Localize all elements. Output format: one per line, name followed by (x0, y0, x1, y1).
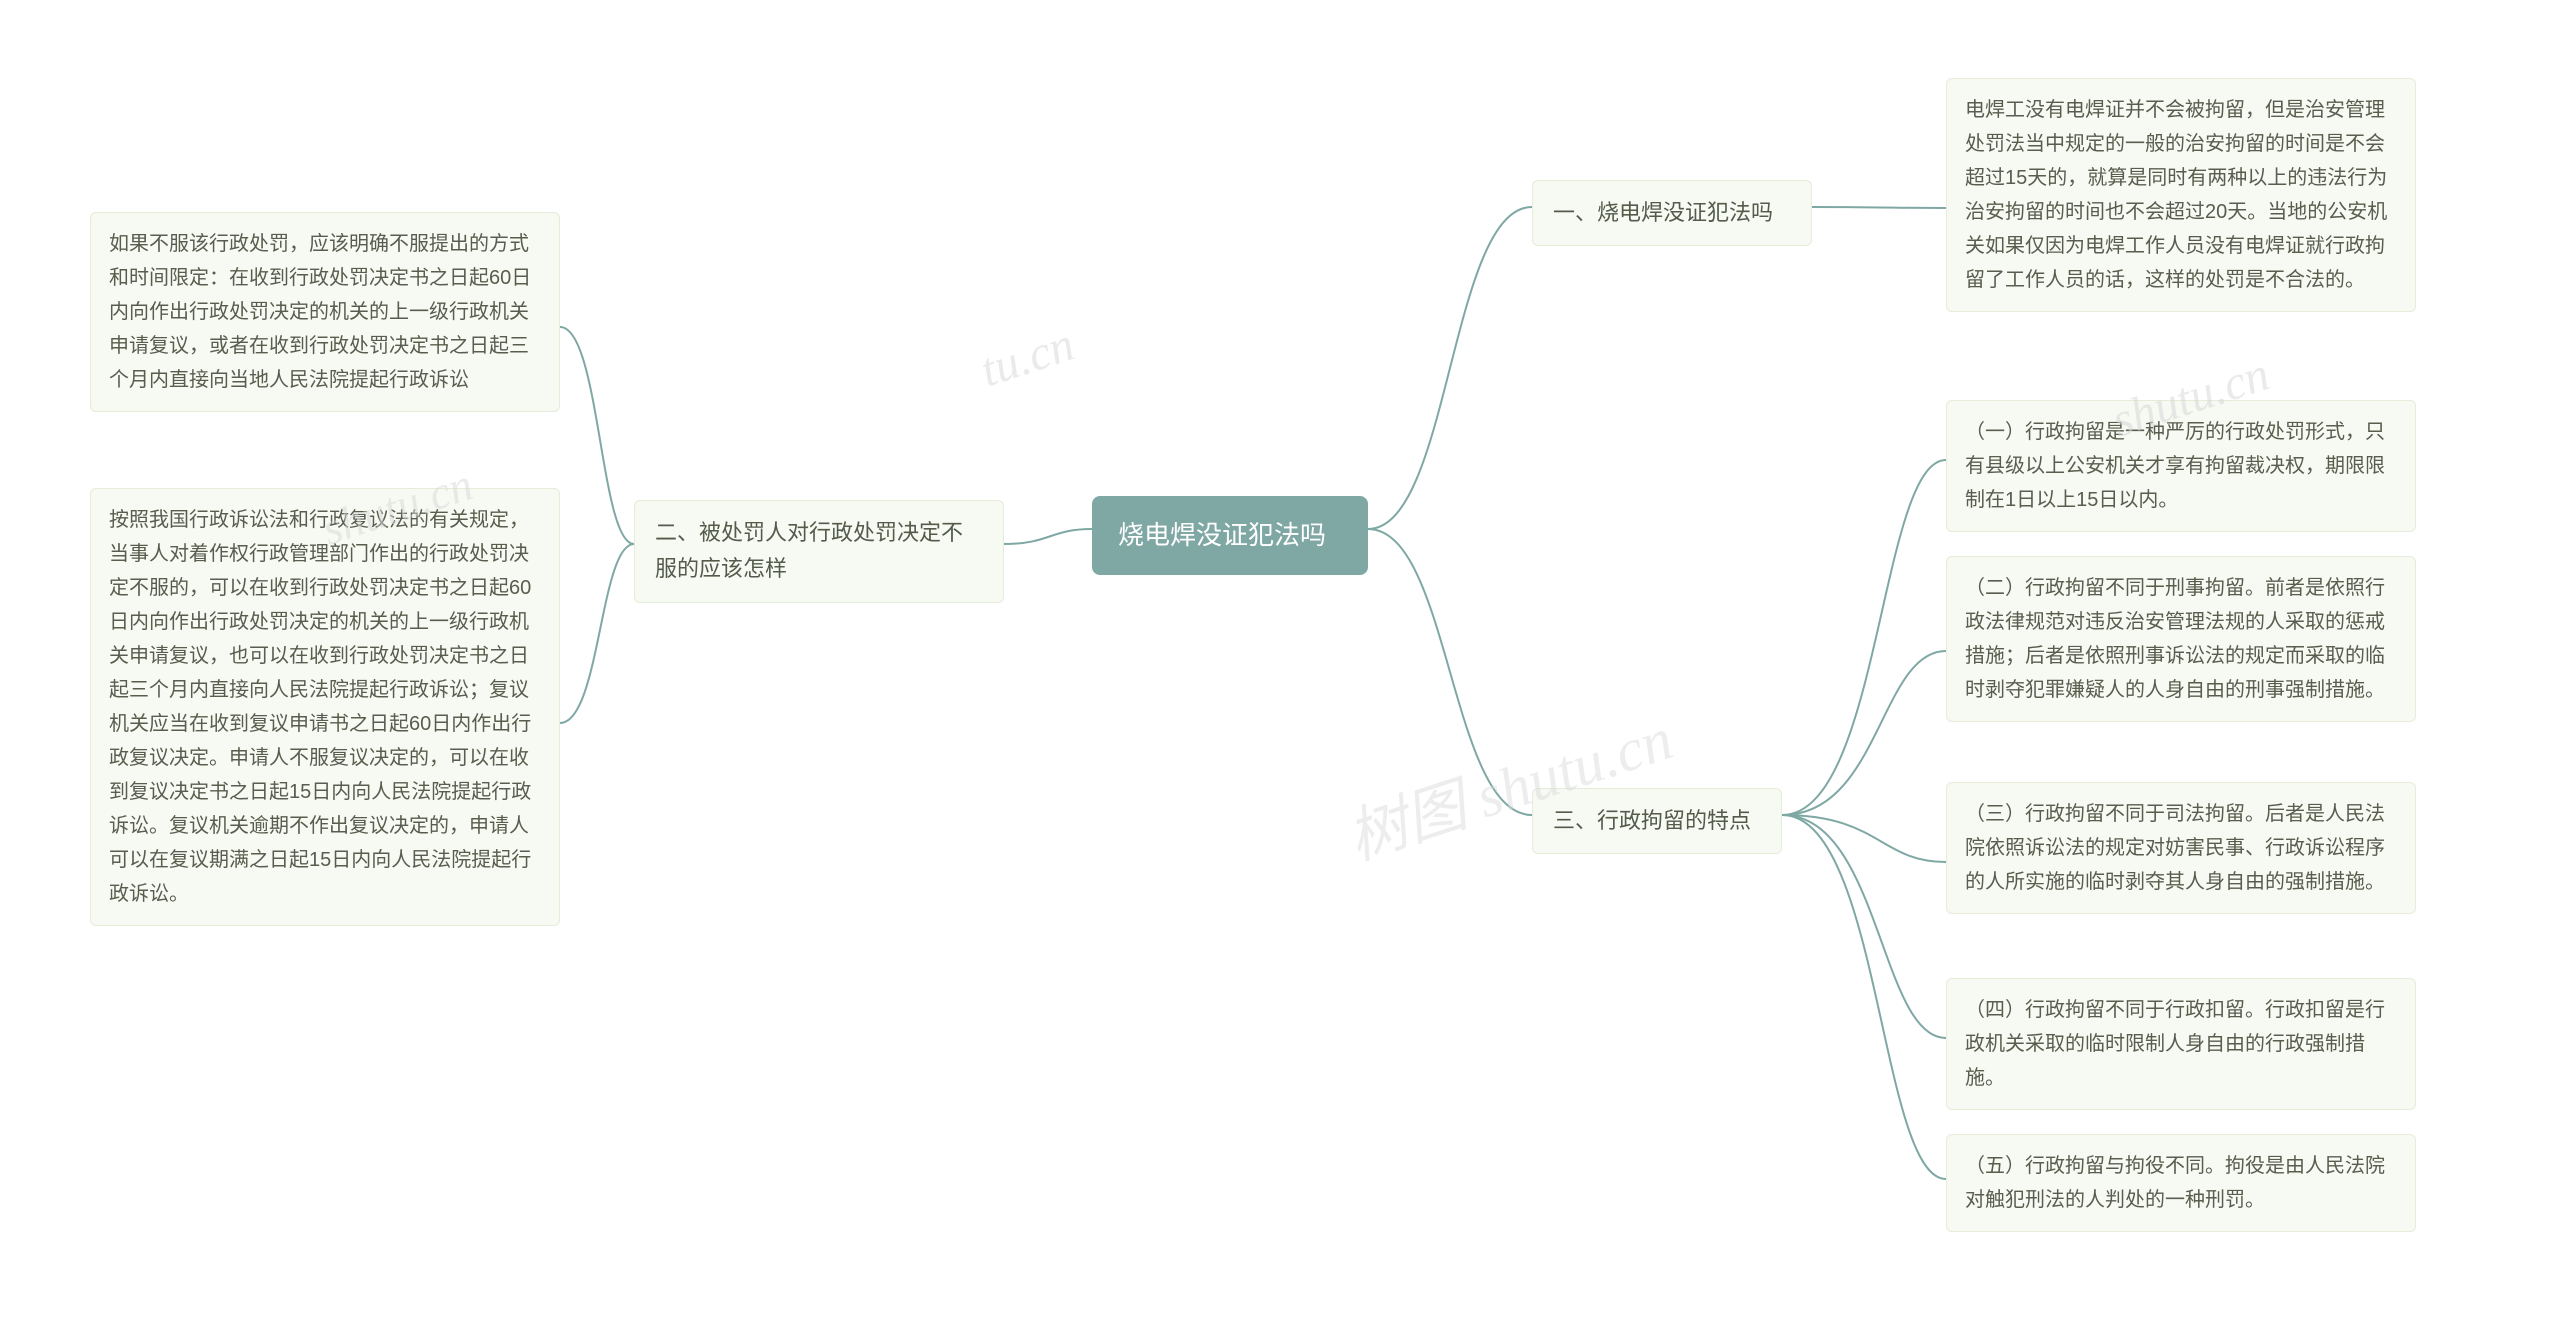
branch-3-label: 三、行政拘留的特点 (1553, 808, 1751, 833)
branch-3-leaf-5: （五）行政拘留与拘役不同。拘役是由人民法院对触犯刑法的人判处的一种刑罚。 (1946, 1134, 2416, 1232)
branch-3-leaf-2-text: （二）行政拘留不同于刑事拘留。前者是依照行政法律规范对违反治安管理法规的人采取的… (1965, 577, 2385, 701)
branch-2-leaf-1-text: 如果不服该行政处罚，应该明确不服提出的方式和时间限定：在收到行政处罚决定书之日起… (109, 233, 531, 391)
branch-3-leaf-4-text: （四）行政拘留不同于行政扣留。行政扣留是行政机关采取的临时限制人身自由的行政强制… (1965, 999, 2385, 1089)
branch-3-leaf-1-text: （一）行政拘留是一种严厉的行政处罚形式，只有县级以上公安机关才享有拘留裁决权，期… (1965, 421, 2385, 511)
branch-1-label: 一、烧电焊没证犯法吗 (1553, 200, 1773, 225)
root-node: 烧电焊没证犯法吗 (1092, 496, 1368, 575)
watermark: tu.cn (974, 317, 1081, 399)
branch-3-leaf-1: （一）行政拘留是一种严厉的行政处罚形式，只有县级以上公安机关才享有拘留裁决权，期… (1946, 400, 2416, 532)
branch-1-leaf: 电焊工没有电焊证并不会被拘留，但是治安管理处罚法当中规定的一般的治安拘留的时间是… (1946, 78, 2416, 312)
branch-3-leaf-4: （四）行政拘留不同于行政扣留。行政扣留是行政机关采取的临时限制人身自由的行政强制… (1946, 978, 2416, 1110)
branch-2-leaf-2-text: 按照我国行政诉讼法和行政复议法的有关规定，当事人对着作权行政管理部门作出的行政处… (109, 509, 531, 905)
branch-1: 一、烧电焊没证犯法吗 (1532, 180, 1812, 246)
branch-3: 三、行政拘留的特点 (1532, 788, 1782, 854)
branch-1-leaf-text: 电焊工没有电焊证并不会被拘留，但是治安管理处罚法当中规定的一般的治安拘留的时间是… (1965, 99, 2387, 291)
branch-2: 二、被处罚人对行政处罚决定不服的应该怎样 (634, 500, 1004, 603)
root-label: 烧电焊没证犯法吗 (1118, 520, 1326, 550)
branch-3-leaf-2: （二）行政拘留不同于刑事拘留。前者是依照行政法律规范对违反治安管理法规的人采取的… (1946, 556, 2416, 722)
branch-2-leaf-2: 按照我国行政诉讼法和行政复议法的有关规定，当事人对着作权行政管理部门作出的行政处… (90, 488, 560, 926)
branch-2-label: 二、被处罚人对行政处罚决定不服的应该怎样 (655, 520, 963, 581)
branch-3-leaf-5-text: （五）行政拘留与拘役不同。拘役是由人民法院对触犯刑法的人判处的一种刑罚。 (1965, 1155, 2385, 1211)
branch-2-leaf-1: 如果不服该行政处罚，应该明确不服提出的方式和时间限定：在收到行政处罚决定书之日起… (90, 212, 560, 412)
mindmap-canvas: 烧电焊没证犯法吗 一、烧电焊没证犯法吗 电焊工没有电焊证并不会被拘留，但是治安管… (0, 0, 2560, 1320)
branch-3-leaf-3-text: （三）行政拘留不同于司法拘留。后者是人民法院依照诉讼法的规定对妨害民事、行政诉讼… (1965, 803, 2385, 893)
branch-3-leaf-3: （三）行政拘留不同于司法拘留。后者是人民法院依照诉讼法的规定对妨害民事、行政诉讼… (1946, 782, 2416, 914)
